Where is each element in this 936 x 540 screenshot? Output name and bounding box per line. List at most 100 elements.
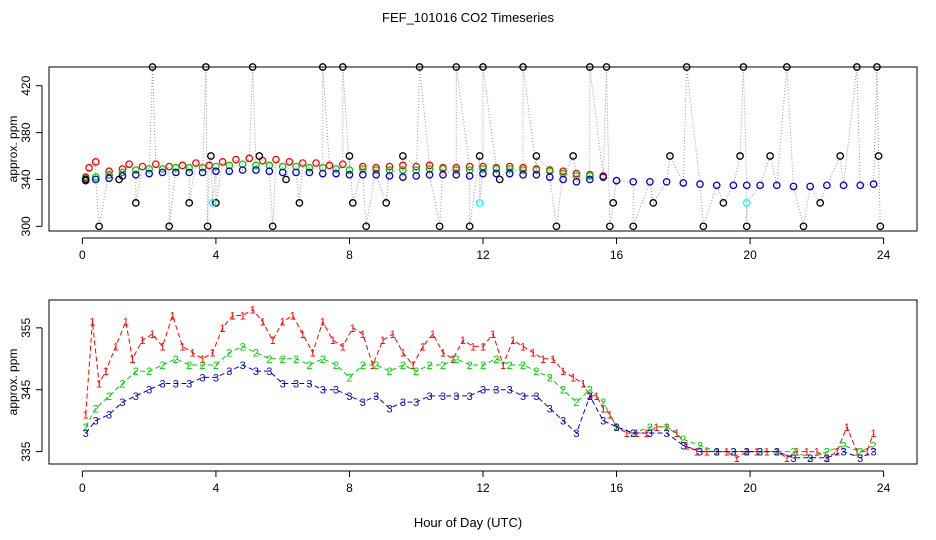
series-marker-s1: 1 — [744, 447, 750, 459]
data-point-s3 — [332, 169, 340, 178]
series-marker-s1: 1 — [320, 317, 326, 329]
data-point-spike — [362, 222, 371, 231]
series-marker-s1: 1 — [854, 447, 860, 459]
series-line-s1 — [85, 308, 875, 459]
series-marker-s3: 3 — [630, 428, 636, 440]
data-point-spike — [739, 63, 748, 71]
data-point-s1 — [425, 161, 434, 170]
series-marker-s2: 2 — [119, 379, 125, 391]
series-marker-s1: 1 — [844, 422, 850, 434]
x-tick-label-top: 20 — [743, 248, 757, 262]
series-marker-s3: 3 — [533, 391, 539, 403]
data-point-s3 — [772, 181, 781, 190]
x-tick-label-top: 4 — [213, 248, 220, 262]
data-point-s3 — [756, 181, 764, 190]
data-point-spike — [876, 222, 885, 231]
data-points-top — [81, 63, 885, 231]
series-marker-s1: 1 — [330, 335, 336, 347]
data-point-s1 — [165, 162, 174, 171]
series-marker-s2: 2 — [533, 366, 539, 378]
series-marker-s2: 2 — [807, 453, 813, 465]
series-marker-s3: 3 — [647, 428, 653, 440]
series-marker-s2: 2 — [520, 360, 526, 372]
series-marker-s2: 2 — [173, 354, 179, 366]
data-point-s3 — [158, 168, 167, 177]
series-marker-s1: 1 — [480, 341, 486, 353]
series-marker-s3: 3 — [467, 391, 473, 403]
series-marker-s1: 1 — [139, 335, 145, 347]
data-point-s3 — [712, 181, 721, 190]
series-marker-s3: 3 — [664, 428, 670, 440]
series-marker-s3: 3 — [587, 391, 593, 403]
series-marker-s1: 1 — [864, 447, 870, 459]
data-point-s3 — [823, 181, 831, 190]
data-point-spike — [782, 63, 791, 71]
data-point-s2 — [91, 173, 100, 181]
data-point-s3 — [662, 177, 671, 186]
series-marker-s1: 1 — [83, 409, 89, 421]
series-marker-s2: 2 — [306, 360, 312, 372]
axes-top: 0 4 8 12 16 20 24 300 340 380 420 — [19, 75, 891, 262]
series-marker-s2: 2 — [253, 348, 259, 360]
series-marker-s1: 1 — [200, 354, 206, 366]
data-point-s2 — [372, 166, 381, 174]
series-marker-s1: 1 — [260, 317, 266, 329]
data-point-spike — [475, 152, 484, 160]
series-marker-s1: 1 — [250, 304, 256, 316]
data-point-spike — [495, 175, 504, 184]
series-marker-s2: 2 — [840, 440, 846, 452]
series-marker-s3: 3 — [373, 391, 379, 403]
y-tick-label-top: 300 — [19, 216, 33, 236]
data-point-s3 — [505, 169, 514, 178]
data-point-spike — [185, 199, 194, 207]
series-marker-s2: 2 — [871, 440, 877, 452]
data-point-spike — [742, 222, 751, 231]
data-point-s1 — [399, 161, 407, 170]
series-marker-s1: 1 — [129, 354, 135, 366]
data-point-s1 — [151, 160, 160, 169]
series-marker-s3: 3 — [871, 447, 877, 459]
series-marker-s1: 1 — [123, 317, 129, 329]
data-point-s3 — [318, 169, 327, 178]
series-marker-s3: 3 — [730, 447, 736, 459]
x-tick-label-bottom: 20 — [743, 481, 757, 495]
series-marker-s2: 2 — [93, 403, 99, 415]
series-marker-s1: 1 — [490, 329, 496, 341]
data-point-spike — [666, 152, 674, 160]
series-marker-s2: 2 — [266, 354, 272, 366]
series-marker-s1: 1 — [169, 310, 175, 322]
data-point-spike — [629, 222, 638, 231]
series-marker-s3: 3 — [83, 428, 89, 440]
data-point-s3 — [789, 182, 798, 191]
data-point-s2 — [585, 172, 594, 180]
data-point-spike — [338, 63, 347, 71]
data-point-spike — [836, 152, 845, 160]
x-tick-label-top: 16 — [610, 248, 624, 262]
series-marker-s1: 1 — [159, 341, 165, 353]
series-marker-s1: 1 — [871, 428, 877, 440]
data-point-s2 — [145, 165, 154, 173]
data-point-spike — [268, 222, 277, 231]
series-marker-s1: 1 — [290, 310, 296, 322]
series-marker-s3: 3 — [173, 379, 179, 391]
series-marker-s1: 1 — [340, 341, 346, 353]
series-marker-s2: 2 — [560, 385, 566, 397]
series-marker-s2: 2 — [493, 354, 499, 366]
series-marker-s3: 3 — [200, 372, 206, 384]
data-point-s1 — [338, 160, 347, 169]
data-point-spike — [816, 199, 825, 207]
series-marker-s3: 3 — [320, 385, 326, 397]
data-point-s2 — [185, 163, 194, 172]
data-point-s3 — [238, 166, 247, 174]
series-marker-s1: 1 — [420, 341, 426, 353]
data-point-s3 — [91, 175, 100, 184]
data-point-spike — [382, 199, 391, 207]
data-point-s2 — [532, 166, 541, 174]
series-marker-s2: 2 — [547, 372, 553, 384]
series-marker-s2: 2 — [507, 360, 513, 372]
series-marker-s1: 1 — [644, 428, 650, 440]
data-point-spike — [248, 63, 257, 71]
series-marker-s2: 2 — [730, 447, 736, 459]
data-point-s3 — [465, 172, 474, 180]
series-marker-s1: 1 — [96, 379, 102, 391]
